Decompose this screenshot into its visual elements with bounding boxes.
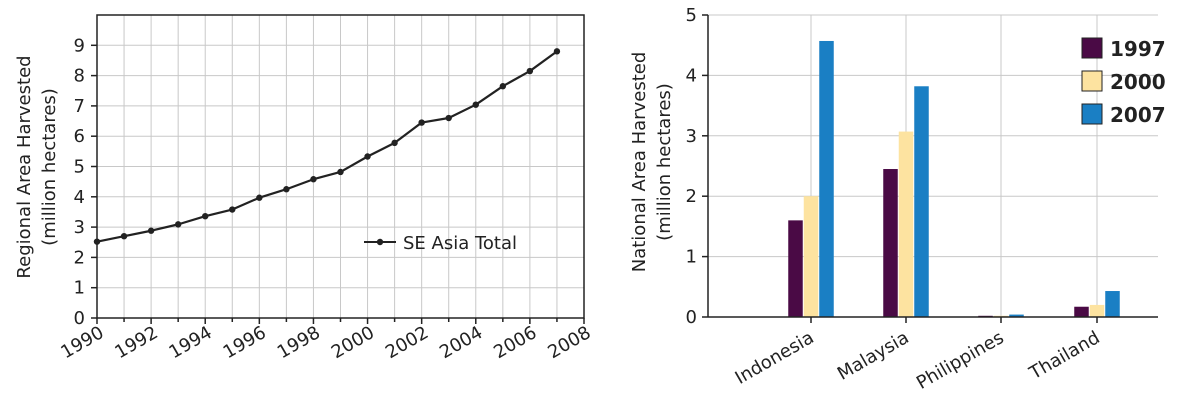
legend-label-1997: 1997 <box>1110 37 1166 61</box>
x-tick-label: 1994 <box>166 322 216 363</box>
left-x-ticks: 1990 1992 1994 1996 1998 2000 2002 2004 2006 2008 <box>57 318 595 363</box>
y-tick-label: 7 <box>74 96 85 117</box>
y-tick-label: 6 <box>74 126 85 147</box>
x-tick-label: 1996 <box>220 322 270 363</box>
x-tick-label-thailand: Thailand <box>1025 327 1103 384</box>
data-point <box>147 227 155 234</box>
data-point <box>120 232 128 240</box>
left-series <box>93 48 561 245</box>
data-point <box>445 114 452 122</box>
right-legend: 1997 2000 2007 <box>1081 37 1166 127</box>
data-point <box>418 119 425 126</box>
data-point <box>499 83 507 90</box>
x-tick-label: 2006 <box>490 322 540 363</box>
y-tick-label: 0 <box>74 308 85 329</box>
x-tick-label: 2008 <box>544 322 594 363</box>
data-point <box>472 101 479 108</box>
data-point <box>553 48 561 55</box>
bar-thailand-2007 <box>1105 291 1120 317</box>
right-bars <box>788 40 1120 318</box>
x-tick-label-malaysia: Malaysia <box>834 327 913 385</box>
right-ylabel-line1: National Area Harvested <box>629 52 650 273</box>
bar-malaysia-1997 <box>883 169 898 317</box>
right-ylabel-line2: (million hectares) <box>654 83 675 241</box>
y-tick-label: 4 <box>74 187 85 208</box>
data-point <box>526 67 534 75</box>
y-tick-label: 2 <box>74 247 85 268</box>
data-point <box>391 139 398 147</box>
x-tick-label: 2002 <box>382 322 432 363</box>
y-tick-label: 3 <box>686 126 697 147</box>
bar-thailand-1997 <box>1074 306 1089 317</box>
left-legend: SE Asia Total <box>364 233 517 254</box>
y-tick-label: 4 <box>686 65 697 86</box>
left-y-ticks: 0 1 2 3 4 5 6 7 8 9 <box>74 35 97 329</box>
left-line-chart: 0 1 2 3 4 5 6 7 8 9 1990 1992 1994 1996 1998 2000 2002 2… <box>14 14 595 363</box>
x-tick-label-indonesia: Indonesia <box>732 327 818 389</box>
x-tick-label: 1998 <box>274 322 324 363</box>
y-tick-label: 8 <box>74 66 85 87</box>
series-line-se-asia-total <box>96 50 558 243</box>
y-tick-label: 5 <box>74 157 85 178</box>
left-grid <box>96 14 585 319</box>
y-tick-label: 2 <box>686 186 697 207</box>
right-y-axis-label: National Area Harvested (million hectare… <box>629 52 675 273</box>
legend-swatch-1997 <box>1081 37 1103 59</box>
data-point <box>364 153 371 160</box>
bar-indonesia-2007 <box>819 40 834 318</box>
y-tick-label: 5 <box>686 5 697 26</box>
bar-philippines-2007 <box>1009 314 1024 317</box>
data-point <box>283 186 290 193</box>
bar-malaysia-2000 <box>898 131 914 317</box>
x-tick-label-philippines: Philippines <box>913 327 1007 394</box>
legend-swatch-2000 <box>1081 70 1103 92</box>
data-point <box>337 168 344 176</box>
data-point <box>174 221 182 228</box>
y-tick-label: 3 <box>74 217 85 238</box>
data-point <box>229 206 236 213</box>
y-tick-label: 0 <box>686 307 697 328</box>
legend-marker-sample <box>376 238 384 246</box>
y-tick-label: 9 <box>74 35 85 56</box>
y-tick-label: 1 <box>686 247 697 268</box>
left-ylabel-line1: Regional Area Harvested <box>14 55 35 278</box>
x-tick-label: 2004 <box>436 322 486 363</box>
data-point <box>256 194 263 201</box>
bar-indonesia-1997 <box>788 220 803 317</box>
data-point <box>93 238 101 245</box>
right-axes <box>707 15 1158 318</box>
right-grid <box>708 14 1158 317</box>
data-point <box>202 212 209 220</box>
left-y-axis-label: Regional Area Harvested (million hectare… <box>14 55 60 278</box>
right-y-ticks: 0 1 2 3 4 5 <box>686 5 708 328</box>
x-tick-label: 1992 <box>111 322 161 363</box>
bar-indonesia-2000 <box>803 196 819 317</box>
y-tick-label: 1 <box>74 278 85 299</box>
right-bar-chart: 0 1 2 3 4 5 Indonesia Malaysia Philippines Thail… <box>629 5 1166 394</box>
x-tick-label: 2000 <box>328 322 378 363</box>
bar-thailand-2000 <box>1089 304 1105 317</box>
left-ylabel-line2: (million hectares) <box>39 88 60 246</box>
right-x-ticks: Indonesia Malaysia Philippines Thailand <box>732 317 1104 394</box>
legend-swatch-2007 <box>1081 103 1103 125</box>
data-point <box>310 176 317 183</box>
legend-label-2000: 2000 <box>1110 70 1166 94</box>
legend-label-2007: 2007 <box>1110 103 1166 127</box>
bar-malaysia-2007 <box>914 86 929 317</box>
legend-label-se-asia-total: SE Asia Total <box>403 233 517 254</box>
